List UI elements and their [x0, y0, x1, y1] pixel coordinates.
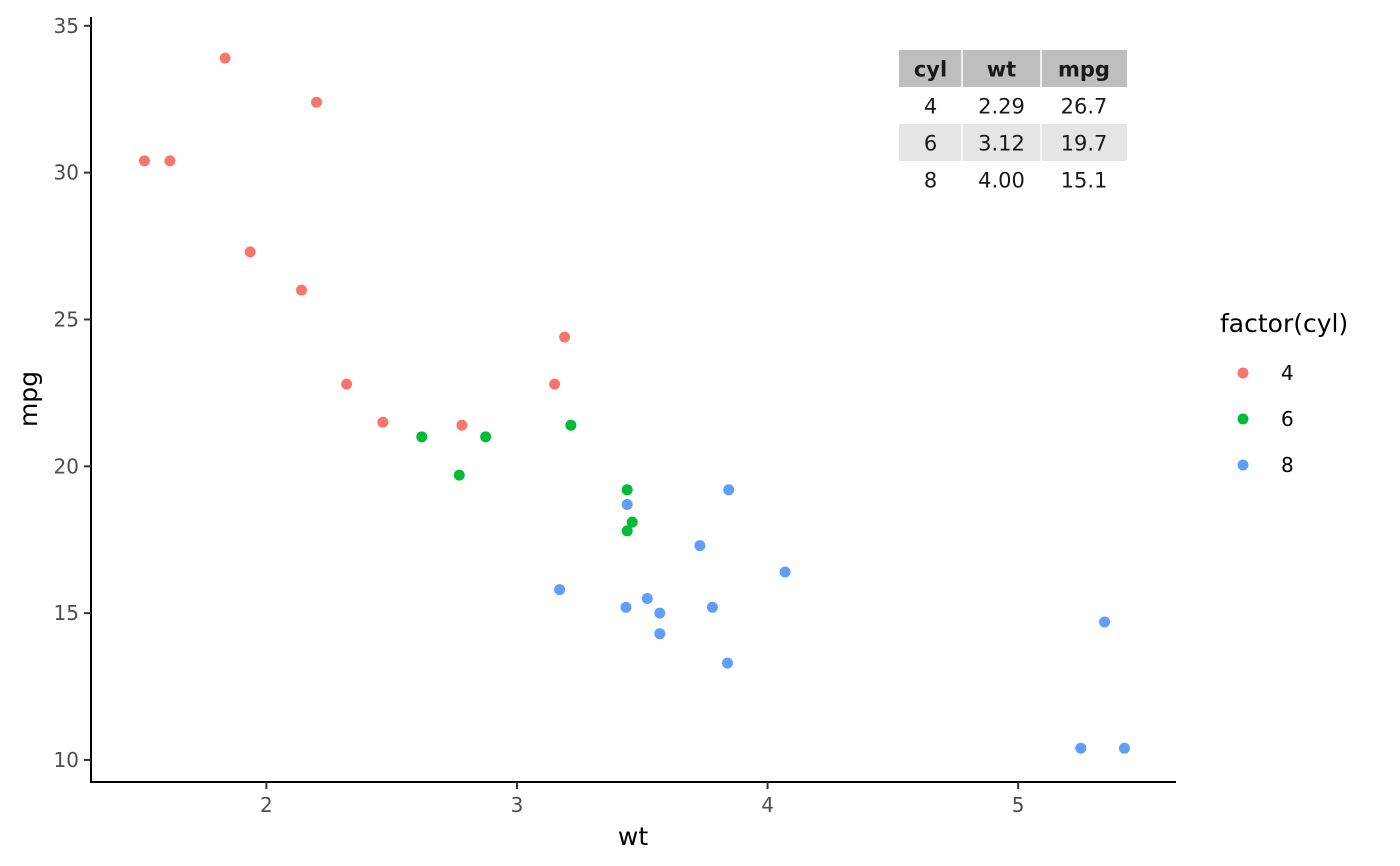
data-point-cyl-6	[453, 469, 465, 481]
data-point-cyl-4	[311, 96, 322, 108]
points-layer	[138, 52, 1130, 754]
y-tick-label: 10	[54, 748, 79, 772]
x-tick-label: 3	[511, 793, 524, 817]
data-point-cyl-8	[620, 601, 632, 613]
table-cell: 19.7	[1061, 132, 1108, 156]
legend-key-8	[1237, 459, 1249, 471]
legend-label-6: 6	[1281, 407, 1294, 431]
data-point-cyl-6	[416, 431, 428, 443]
table-cell: 6	[924, 132, 937, 156]
data-point-cyl-8	[706, 601, 718, 613]
legend-key-4	[1237, 367, 1249, 379]
table-cell: 8	[924, 169, 937, 193]
y-tick-label: 15	[54, 601, 79, 625]
data-point-cyl-6	[565, 419, 577, 431]
x-tick-label: 5	[1012, 793, 1025, 817]
data-point-cyl-8	[654, 628, 666, 640]
y-tick-label: 30	[54, 161, 79, 185]
table-cell: 15.1	[1061, 169, 1108, 193]
table-header-cell: mpg	[1058, 58, 1110, 82]
table-cell: 3.12	[978, 132, 1025, 156]
data-point-cyl-6	[480, 431, 492, 443]
data-point-cyl-4	[559, 331, 571, 343]
table-cell: 26.7	[1061, 95, 1108, 119]
legend-label-4: 4	[1281, 361, 1294, 385]
data-point-cyl-6	[626, 516, 638, 528]
data-point-cyl-8	[779, 566, 791, 578]
table-cell: 2.29	[978, 95, 1025, 119]
x-axis-title: wt	[618, 822, 648, 851]
data-point-cyl-8	[654, 607, 666, 619]
data-point-cyl-8	[621, 499, 633, 510]
data-point-cyl-6	[621, 484, 633, 496]
y-axis-title: mpg	[14, 371, 43, 427]
axes-layer	[90, 17, 1176, 783]
summary-table: cyl wt mpg 4 2.29 26.7 6 3.12 19.7 8 4.00 15.1	[899, 50, 1127, 193]
data-point-cyl-8	[723, 484, 735, 496]
x-tick-label: 4	[761, 793, 774, 817]
ticks-layer: 2 3 4 5 10 15 20 25 30 35	[54, 14, 1025, 817]
data-point-cyl-4	[549, 378, 561, 390]
data-point-cyl-4	[341, 378, 353, 390]
table-header-bg	[899, 50, 1127, 87]
data-point-cyl-4	[377, 416, 389, 428]
table-row-stripe	[899, 124, 1127, 161]
data-point-cyl-6	[621, 525, 633, 537]
data-point-cyl-8	[641, 593, 653, 604]
data-point-cyl-8	[1118, 742, 1130, 754]
data-point-cyl-8	[554, 584, 566, 596]
data-point-cyl-8	[1075, 742, 1087, 754]
data-point-cyl-8	[722, 657, 733, 669]
table-cell: 4.00	[978, 169, 1025, 193]
y-tick-label: 35	[54, 14, 79, 38]
legend-title: factor(cyl)	[1220, 309, 1348, 338]
data-point-cyl-4	[244, 246, 256, 258]
table-cell: 4	[924, 95, 937, 119]
data-point-cyl-8	[694, 540, 706, 552]
data-point-cyl-4	[296, 284, 307, 296]
legend-label-8: 8	[1281, 453, 1294, 477]
y-tick-label: 20	[54, 454, 79, 478]
data-point-cyl-4	[138, 155, 150, 167]
y-tick-label: 25	[54, 307, 79, 331]
x-tick-label: 2	[260, 793, 273, 817]
legend: factor(cyl) 4 6 8	[1220, 309, 1348, 477]
table-header-cell: wt	[987, 58, 1016, 82]
data-point-cyl-8	[1099, 616, 1111, 628]
data-point-cyl-4	[456, 419, 468, 431]
table-header-cell: cyl	[914, 58, 947, 82]
data-point-cyl-4	[164, 155, 176, 167]
legend-key-6	[1237, 413, 1249, 425]
data-point-cyl-4	[219, 52, 231, 64]
